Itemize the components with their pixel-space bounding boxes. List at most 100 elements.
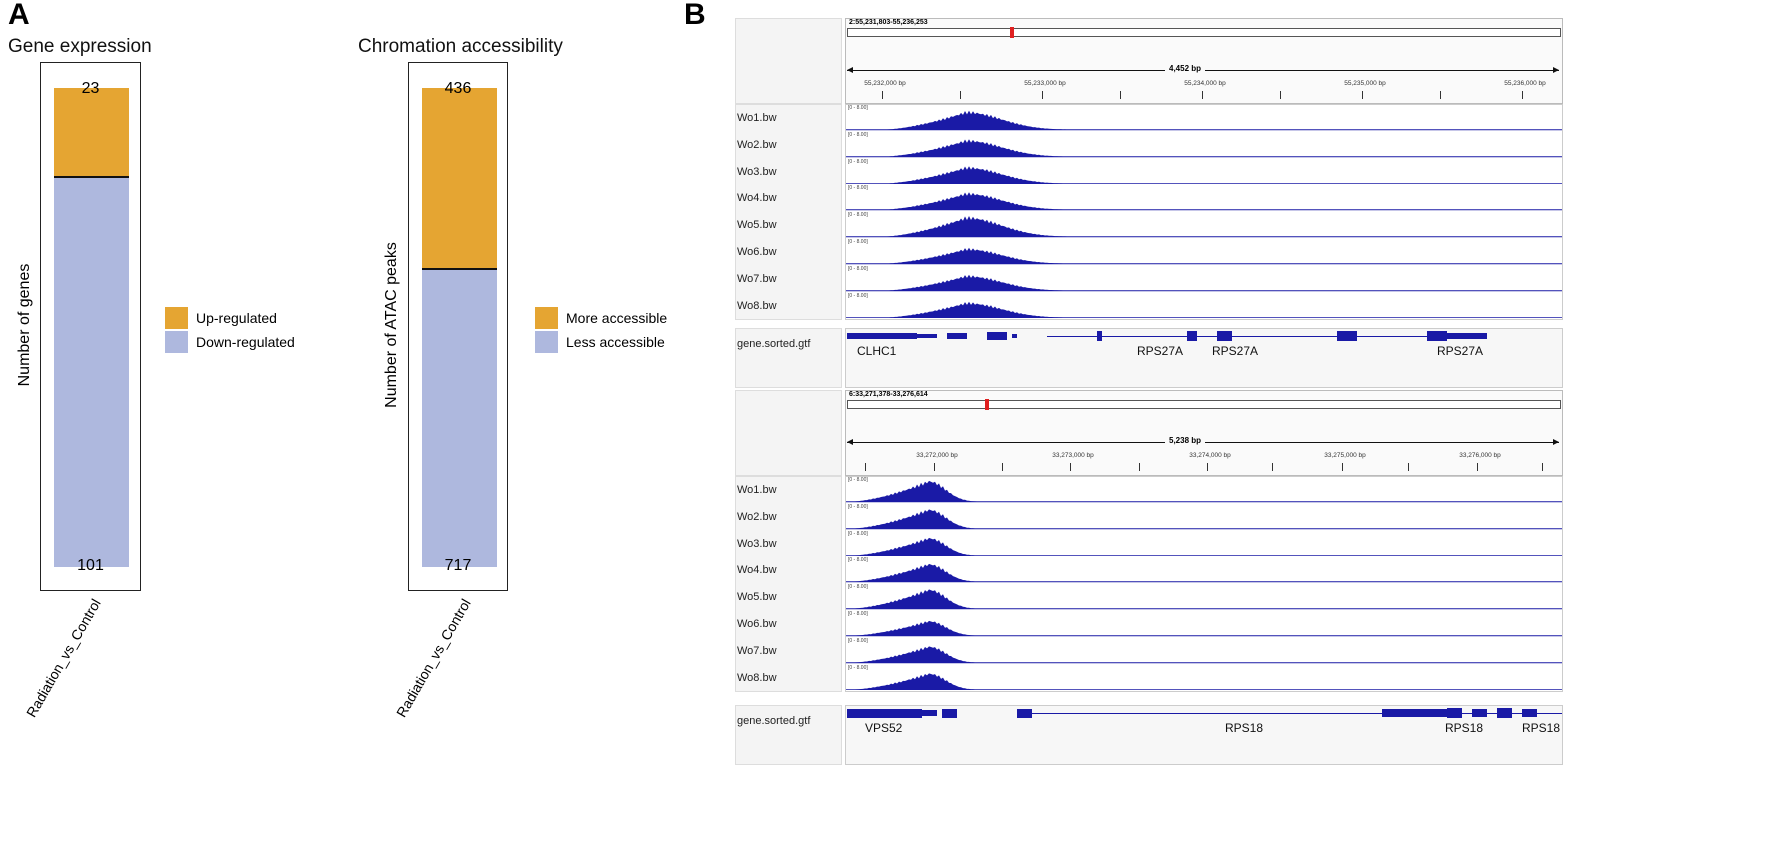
track-name[interactable]: Wo2.bw: [737, 510, 777, 523]
coverage-peak: [881, 274, 1562, 291]
gene-feature[interactable]: [1472, 709, 1487, 717]
gene-feature[interactable]: [1522, 709, 1537, 717]
gene-feature[interactable]: [1012, 334, 1017, 338]
right-arrow-icon: [1553, 439, 1559, 445]
gene-feature[interactable]: [1017, 708, 1032, 718]
gene-feature[interactable]: [947, 333, 967, 339]
locus-label[interactable]: 2:55,231,803-55,236,253: [849, 19, 928, 26]
chromosome-ideogram[interactable]: [847, 400, 1561, 409]
gene-feature[interactable]: [1097, 331, 1102, 341]
data-label-less: 717: [444, 557, 472, 574]
legend-label-less: Less accessible: [566, 334, 665, 350]
legend-label-more: More accessible: [566, 310, 668, 326]
track-name[interactable]: Wo4.bw: [737, 192, 777, 205]
gene-feature[interactable]: [1337, 331, 1357, 341]
track-name[interactable]: Wo3.bw: [737, 537, 777, 550]
track-data-range: [0 - 8.00]: [848, 477, 868, 483]
gene-track-name[interactable]: gene.sorted.gtf: [737, 338, 811, 350]
coverage-peak: [849, 564, 1562, 583]
track-name[interactable]: Wo7.bw: [737, 644, 777, 657]
track-name[interactable]: Wo8.bw: [737, 671, 777, 684]
data-label-more: 436: [444, 80, 472, 97]
gene-label[interactable]: RPS18: [1522, 721, 1561, 735]
gene-feature[interactable]: [987, 332, 1007, 340]
x-tick-label: Radiation_vs_Control: [393, 596, 474, 720]
gene-feature[interactable]: [942, 708, 957, 718]
gene-feature[interactable]: [1447, 333, 1487, 339]
legend-swatch-down: [165, 331, 188, 353]
bar-down-regulated: [54, 176, 129, 567]
gene-feature[interactable]: [917, 334, 937, 338]
ruler-tick-label: 55,234,000 bp: [1184, 80, 1226, 87]
track-name[interactable]: Wo6.bw: [737, 618, 777, 630]
gene-feature[interactable]: [847, 333, 917, 339]
coverage-track: [846, 192, 1562, 211]
track-name[interactable]: Wo4.bw: [737, 564, 777, 577]
gene-label[interactable]: RPS27A: [1437, 344, 1484, 358]
right-arrow-icon: [1553, 67, 1559, 73]
gene-feature[interactable]: [1187, 331, 1197, 341]
gene-feature[interactable]: [1032, 712, 1562, 714]
left-arrow-icon: [847, 439, 853, 445]
coverage-peak: [849, 480, 1562, 502]
gene-feature[interactable]: [1217, 331, 1232, 341]
ruler-tick-label: 55,236,000 bp: [1504, 80, 1546, 87]
chart-title: Gene expression: [8, 36, 152, 57]
track-data-range: [0 - 8.00]: [848, 239, 868, 245]
ruler-tick: [960, 91, 961, 99]
track-name[interactable]: Wo6.bw: [737, 246, 777, 258]
gene-feature[interactable]: [1497, 708, 1512, 718]
ruler-tick: [1342, 463, 1343, 471]
coverage-track: [846, 216, 1562, 238]
gene-feature[interactable]: [847, 708, 922, 718]
track-name[interactable]: Wo2.bw: [737, 138, 777, 151]
ruler-tick-label: 55,235,000 bp: [1344, 80, 1386, 87]
ruler-tick: [1272, 463, 1273, 471]
gene-feature[interactable]: [1447, 708, 1462, 718]
track-name[interactable]: Wo1.bw: [737, 112, 777, 124]
gene-label[interactable]: RPS27A: [1137, 344, 1184, 358]
chart-title: Chromation accessibility: [358, 36, 563, 57]
track-name[interactable]: Wo1.bw: [737, 484, 777, 496]
gene-feature[interactable]: [922, 710, 937, 716]
bar-less-accessible: [422, 268, 497, 567]
gene-feature[interactable]: [1382, 709, 1447, 717]
coverage-track: [846, 564, 1562, 583]
gene-track-name[interactable]: gene.sorted.gtf: [737, 715, 811, 727]
ruler-tick: [1202, 91, 1203, 99]
legend-label-down: Down-regulated: [196, 334, 295, 350]
ruler-tick-label: 33,274,000 bp: [1189, 452, 1231, 459]
legend-swatch-less: [535, 331, 558, 353]
legend-swatch-up: [165, 307, 188, 329]
locus-label[interactable]: 6:33,271,378-33,276,614: [849, 391, 928, 398]
track-name[interactable]: Wo5.bw: [737, 591, 777, 604]
x-tick-label: Radiation_vs_Control: [23, 596, 104, 720]
gene-feature[interactable]: [1047, 335, 1487, 337]
ruler-tick: [1477, 463, 1478, 471]
ruler-tick-label: 55,232,000 bp: [864, 80, 906, 87]
coverage-peak: [849, 620, 1562, 636]
coverage-track: [846, 138, 1562, 158]
coverage-peak: [849, 509, 1562, 529]
track-data-range: [0 - 8.00]: [848, 212, 868, 219]
chromosome-ideogram[interactable]: [847, 28, 1561, 37]
track-name[interactable]: Wo7.bw: [737, 272, 777, 285]
track-name[interactable]: Wo3.bw: [737, 165, 777, 178]
gene-label[interactable]: CLHC1: [857, 344, 897, 358]
coverage-peak: [881, 247, 1562, 264]
coverage-track: [846, 247, 1562, 265]
coverage-track: [846, 110, 1562, 131]
coverage-track: [846, 620, 1562, 637]
gene-label[interactable]: RPS18: [1445, 721, 1484, 735]
ruler-tick: [1120, 91, 1121, 99]
gene-feature[interactable]: [1427, 331, 1447, 341]
track-data-range: [0 - 8.00]: [848, 265, 868, 272]
plot-area: 436 717: [408, 62, 508, 591]
gene-label[interactable]: VPS52: [865, 721, 903, 735]
track-name[interactable]: Wo5.bw: [737, 219, 777, 232]
track-name[interactable]: Wo8.bw: [737, 299, 777, 312]
gene-label[interactable]: RPS27A: [1212, 344, 1259, 358]
track-data-range: [0 - 8.00]: [848, 557, 868, 564]
current-region-marker: [985, 399, 989, 410]
gene-label[interactable]: RPS18: [1225, 721, 1264, 735]
